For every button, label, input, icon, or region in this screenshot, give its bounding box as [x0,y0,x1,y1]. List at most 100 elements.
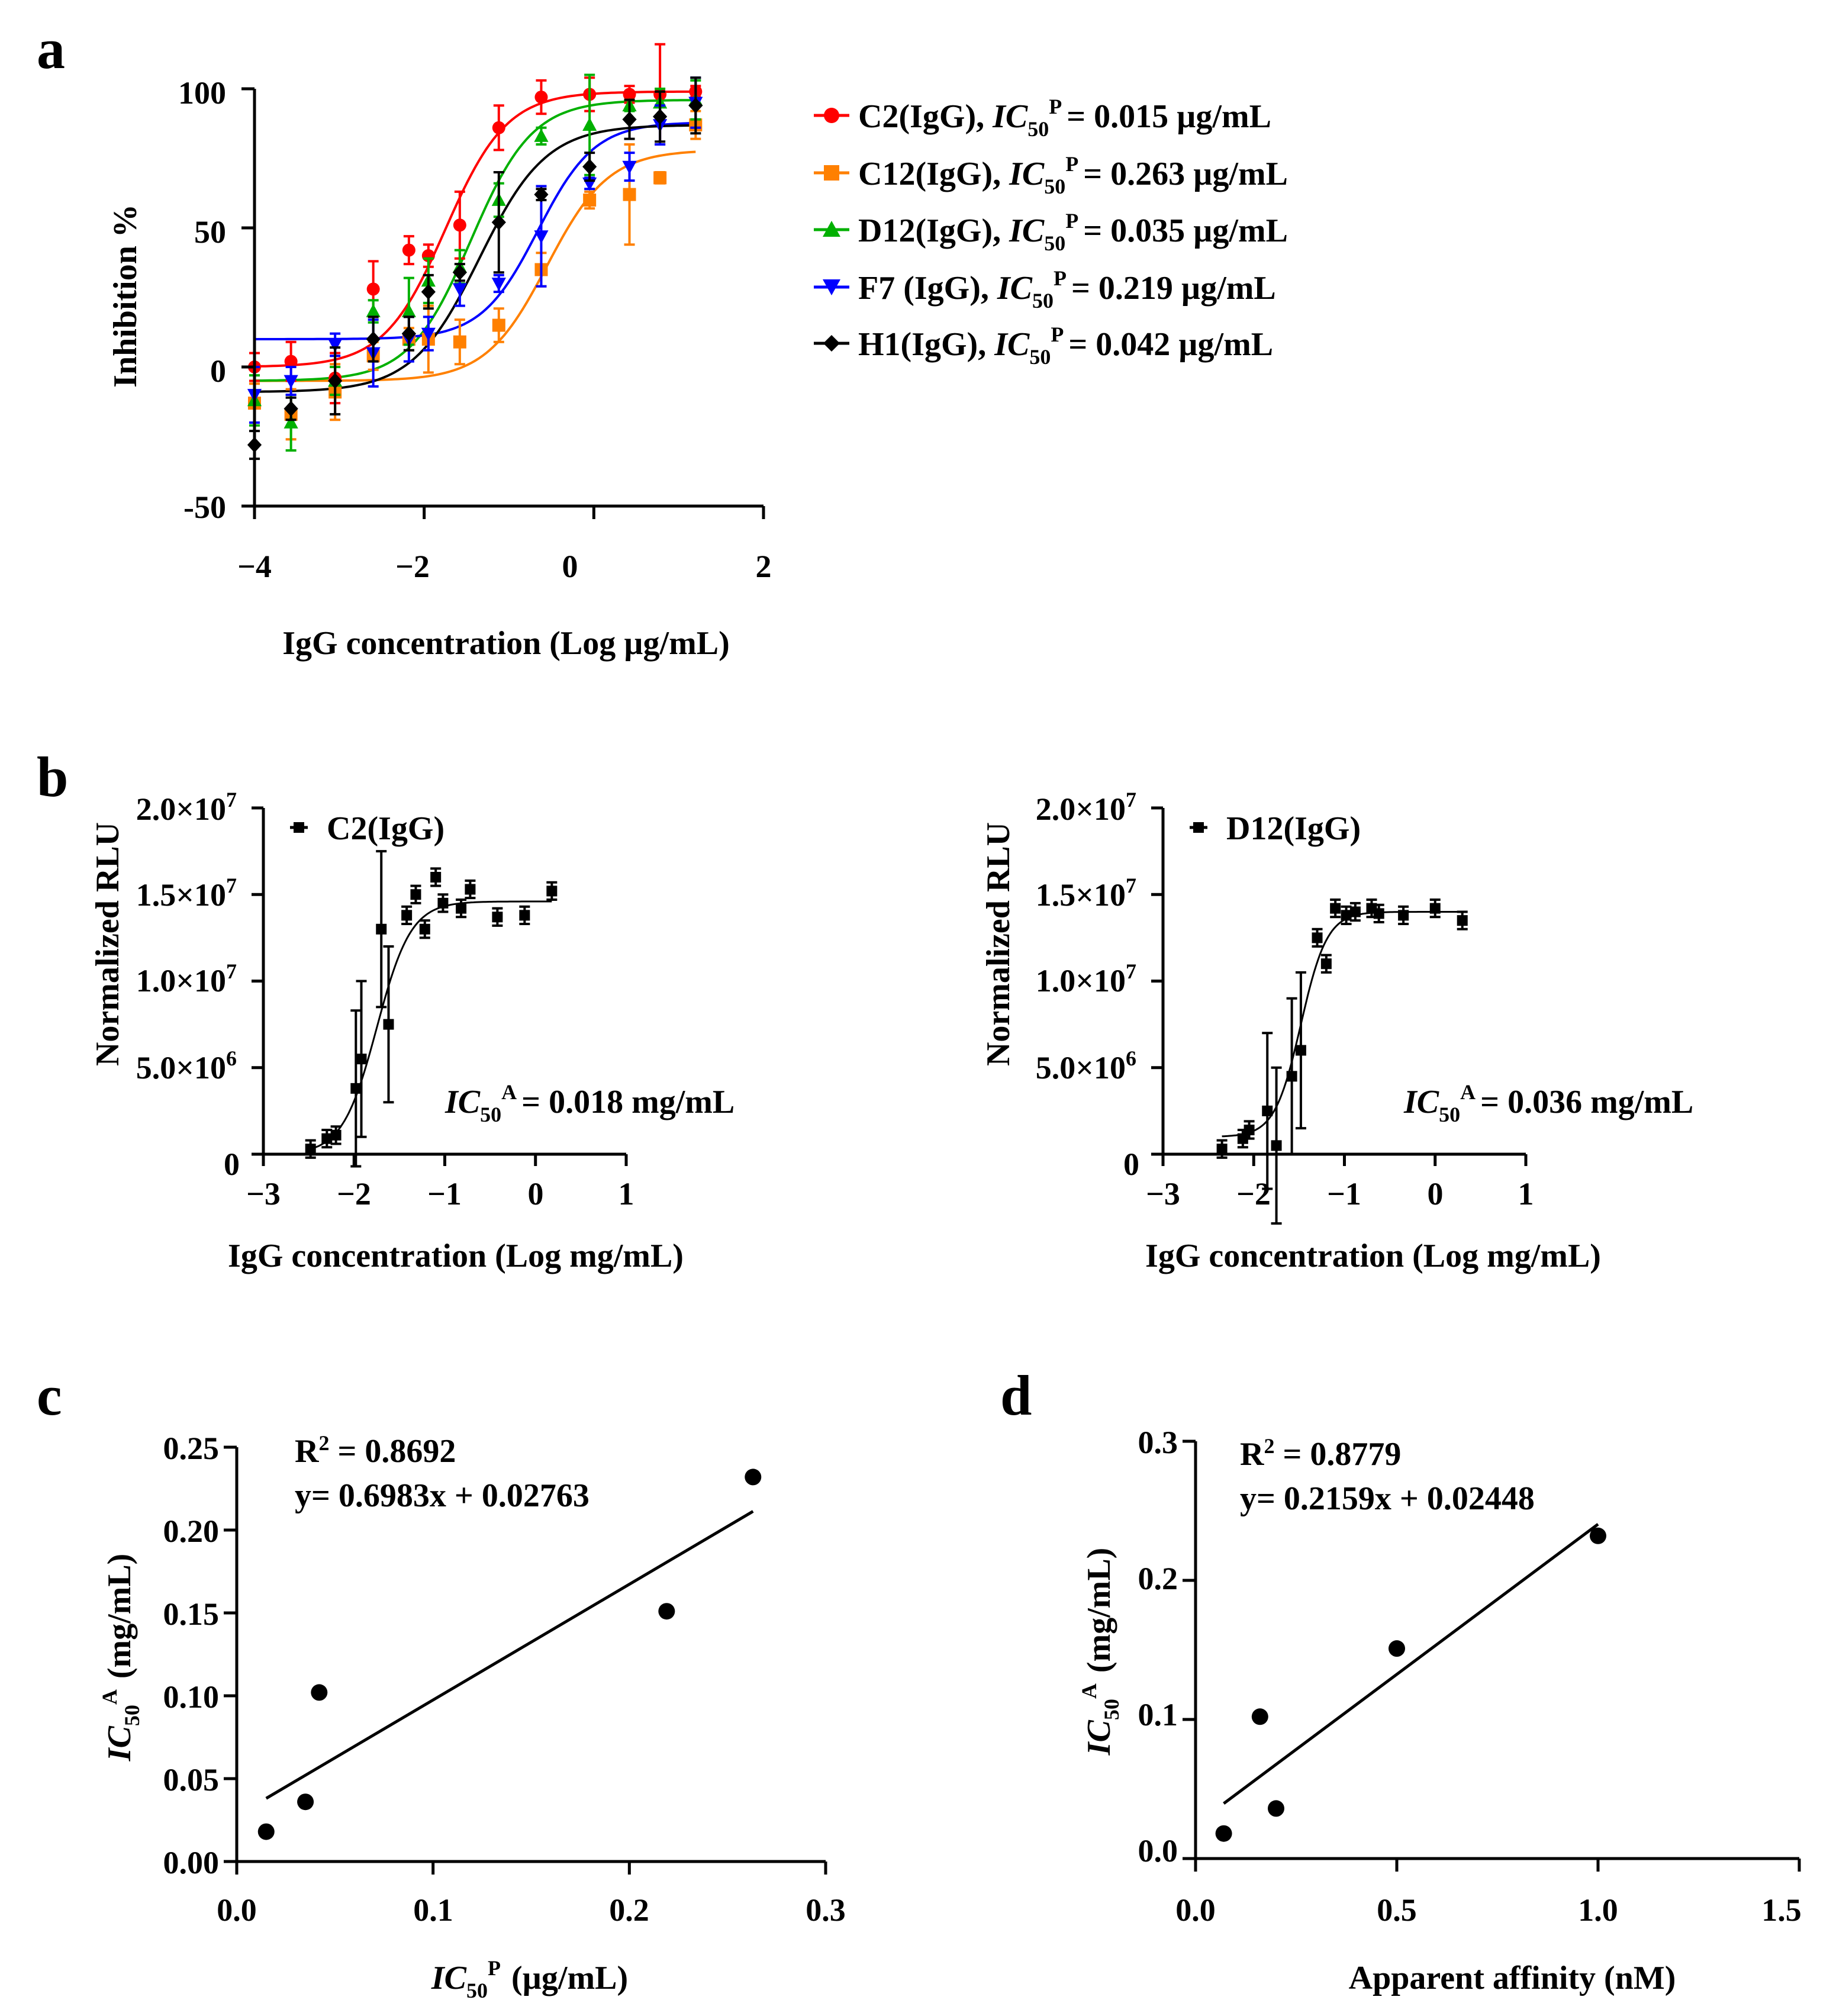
data-point-triangle-down [491,278,506,291]
data-point-diamond [328,373,343,389]
legend-ic50: = 0.035 µg/mL [1083,212,1288,249]
panel-d-xtick: 0.5 [1377,1892,1417,1928]
panel-c-equation: y= 0.6983x + 0.02763 [295,1477,589,1514]
data-point-circle [745,1468,762,1486]
panel-b2-ytick: 1.5×107 [1036,874,1136,913]
data-point-square [1244,1125,1255,1136]
data-point-square [583,194,597,207]
panel-b1-chart: 2.0×107 1.5×107 1.0×107 5.0×106 0 −3 −2 … [89,788,735,1274]
data-point-square [1237,1133,1248,1144]
svg-text:H1(IgG), IC50P= 0.042 µg/mL: H1(IgG), IC50P = 0.042 µg/mL [858,323,1273,369]
data-point-square [492,318,505,332]
data-point-square [1312,932,1323,943]
data-point-circle [402,243,415,257]
data-point-diamond [491,214,506,230]
panel-b2-xtick: −2 [1236,1176,1271,1212]
legend-marker-square [1193,822,1204,833]
svg-text:C12(IgG), IC50P= 0.263 µg/mL: C12(IgG), IC50P = 0.263 µg/mL [858,152,1288,198]
svg-text:C2(IgG), IC50P= 0.015 µg/mL: C2(IgG), IC50P = 0.015 µg/mL [858,95,1271,141]
data-point-square [1262,1105,1273,1116]
data-point-square [1349,906,1361,917]
data-point-square [1320,958,1332,970]
regression-line [1223,1523,1599,1805]
panel-a-xtick: −4 [237,549,272,584]
panel-c-xtick: 0.0 [217,1892,257,1928]
panel-d-ytick: 0.1 [1138,1697,1178,1732]
data-point-circle [311,1684,328,1701]
data-point-square [419,923,430,935]
fit-curve-C12(IgG) [255,150,696,382]
data-point-square [350,1083,362,1094]
panel-c-xtick: 0.2 [609,1892,649,1928]
data-point-square [1286,1071,1297,1082]
legend-marker-triangle-down [823,279,840,295]
panel-b1-xtick: −1 [427,1176,462,1212]
panel-c-ytick: 0.05 [163,1762,220,1798]
data-point-circle [1590,1527,1606,1544]
panel-b2-ytick: 5.0×106 [1036,1046,1136,1086]
data-point-square [1295,1045,1306,1056]
panel-b2-legend-label: D12(IgG) [1226,810,1361,847]
data-point-square [410,889,421,900]
data-point-square [321,1133,333,1144]
data-point-diamond [582,159,597,175]
panel-b1-legend: C2(IgG) [290,810,444,847]
panel-b2-xtick: 0 [1428,1176,1444,1212]
data-point-square [623,188,636,201]
panel-b2-xtick: −1 [1327,1176,1361,1212]
data-point-diamond [421,284,436,300]
legend-entry-c2: C2(IgG), IC50P = 0.015 µg/mL [814,95,1271,141]
panel-c-ytick: 0.20 [163,1513,220,1549]
panel-b1-ic50-annotation: IC50A = 0.018 mg/mL [444,1080,735,1126]
panel-b1-ytick: 5.0×106 [136,1046,237,1086]
panel-c-chart: 0.25 0.20 0.15 0.10 0.05 0.00 0.0 0.1 0.… [98,1431,846,2002]
data-point-triangle [582,117,597,131]
panel-label-b: b [37,745,68,809]
data-point-circle [1389,1640,1405,1657]
data-point-circle [623,88,636,101]
data-point-circle [257,1823,275,1840]
data-point-square [401,910,413,921]
data-point-circle [1251,1708,1268,1725]
legend-label: F7 (IgG), [858,270,997,307]
legend-marker-square [294,822,304,833]
data-point-square [1457,915,1468,926]
fit-curve-D12(IgG) [254,99,696,382]
data-point-square [1330,903,1341,914]
panel-d-ytick: 0.2 [1138,1561,1178,1596]
panel-a-ylabel: Inhibition % [107,204,144,388]
data-point-square [653,171,667,185]
legend-ic50: = 0.219 µg/mL [1071,270,1276,307]
legend-ic50: = 0.042 µg/mL [1068,326,1273,363]
panel-d-equation: y= 0.2159x + 0.02448 [1240,1480,1535,1517]
data-point-triangle-down [622,160,637,175]
data-point-square [465,884,476,895]
panel-c-ytick: 0.10 [163,1679,220,1715]
panel-c-r2: R2 = 0.8692 [295,1431,456,1470]
panel-b1-ylabel: Normalized RLU [89,822,126,1066]
data-point-square [356,1054,367,1065]
panel-label-a: a [37,17,65,80]
data-point-circle [453,218,466,232]
data-point-diamond [653,108,668,125]
panel-b1-ytick: 0 [224,1147,240,1182]
panel-b1-xtick: −3 [246,1176,281,1212]
data-point-circle [366,282,380,296]
panel-a-legend: C2(IgG), IC50P = 0.015 µg/mL C12(IgG), IC… [814,95,1288,369]
data-point-triangle-down [534,230,549,244]
panel-c-ytick: 0.15 [163,1596,220,1632]
data-point-square [1341,910,1352,921]
legend-entry-d12: D12(IgG), IC50P = 0.035 µg/mL [814,209,1288,255]
panel-a-ytick: 0 [210,353,226,389]
svg-text:F7 (IgG), IC50P= 0.219 µg/mL: F7 (IgG), IC50P = 0.219 µg/mL [858,266,1276,313]
data-point-square [546,885,558,897]
panel-b2-xtick: −3 [1146,1176,1180,1212]
panel-d-xtick: 0.0 [1175,1892,1216,1928]
data-point-circle [1268,1800,1284,1817]
legend-label: D12(IgG), [858,212,1009,249]
panel-a-ytick: -50 [183,489,226,525]
data-point-square [1429,903,1441,914]
panel-b1-xtick: 0 [528,1176,544,1212]
data-point-triangle-down [328,339,343,353]
panel-d-r2: R2 = 0.8779 [1240,1434,1401,1473]
